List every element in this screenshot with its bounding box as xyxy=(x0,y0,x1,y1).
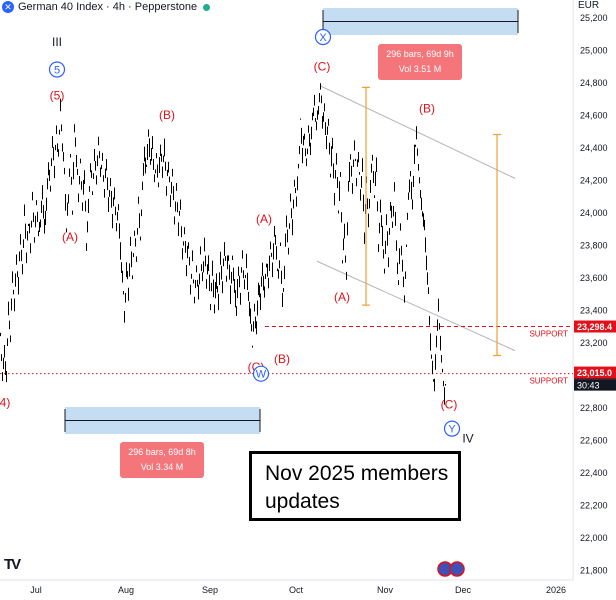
x-icon: ✕ xyxy=(2,1,14,13)
tradingview-logo: TV xyxy=(4,556,21,573)
wave-label: (B) xyxy=(419,102,435,116)
x-tick-label: Sep xyxy=(202,585,218,595)
wave-label: (B) xyxy=(159,108,175,122)
box-line-1: Nov 2025 members xyxy=(265,462,449,485)
chart-title: German 40 Index · 4h · Pepperstone xyxy=(18,1,198,13)
y-tick-label: 24,000 xyxy=(580,208,608,218)
measure-label-bg xyxy=(120,442,204,478)
price-tag-bg xyxy=(574,366,616,379)
y-tick-label: 22,400 xyxy=(580,468,608,478)
wave-label: IV xyxy=(462,431,473,445)
channel-upper xyxy=(319,85,516,179)
wave-label: W xyxy=(256,369,267,381)
y-tick-label: 22,000 xyxy=(580,533,608,543)
status-dot-icon xyxy=(203,3,211,11)
y-tick-label: 23,600 xyxy=(580,273,608,283)
measure-vol: Vol 3.51 M xyxy=(399,64,442,74)
y-tick-label: 25,000 xyxy=(580,46,608,56)
y-tick-label: 24,600 xyxy=(580,111,608,121)
price-tag-label: 23,015.0 xyxy=(577,368,612,378)
wave-label: (5) xyxy=(50,89,65,103)
level-time-bg xyxy=(574,379,616,391)
wave-circle xyxy=(252,365,270,382)
support-label: SUPPORT xyxy=(529,330,568,339)
x-axis: Jul Aug Sep Oct Nov Dec 2026 xyxy=(30,585,566,595)
wave-label: 5 xyxy=(54,65,60,77)
measure-label-bg xyxy=(378,44,462,80)
wave-label: (C) xyxy=(314,59,331,73)
x-tick-label: Jul xyxy=(30,585,42,595)
measure-vol: Vol 3.34 M xyxy=(141,462,184,472)
wave-label: (A) xyxy=(256,212,272,226)
wave-labels: III5(5)(A)(B)(A)(C)(B)WX(C)(A)(B)(C)YIV4… xyxy=(0,28,474,445)
range-bars xyxy=(362,86,501,357)
wave-label: (B) xyxy=(274,352,290,366)
event-icons xyxy=(437,561,465,577)
x-tick-label: Aug xyxy=(118,585,134,595)
y-tick-label: 23,400 xyxy=(580,306,608,316)
y-tick-label: 22,600 xyxy=(580,436,608,446)
event-icon xyxy=(449,561,465,577)
y-tick-label: 23,200 xyxy=(580,338,608,348)
box-line-2: updates xyxy=(265,490,340,513)
channel-lower xyxy=(316,260,516,352)
x-tick-label: 2026 xyxy=(546,585,566,595)
wave-label: (A) xyxy=(62,230,78,244)
y-axis: 21,80022,00022,20022,40022,60022,80023,0… xyxy=(580,13,608,576)
measure-bars: 296 bars, 69d 8h xyxy=(128,447,196,457)
level-price-label: 23,298.4 xyxy=(577,322,612,332)
wave-label: X xyxy=(319,32,327,44)
wave-label: III xyxy=(52,35,62,49)
wave-label: Y xyxy=(448,424,456,436)
y-tick-label: 24,800 xyxy=(580,78,608,88)
x-tick-label: Dec xyxy=(455,585,472,595)
price-tags: 23,015.0 xyxy=(574,366,616,379)
measure-bars: 296 bars, 69d 9h xyxy=(386,49,454,59)
price-channel xyxy=(316,85,516,352)
wave-circle xyxy=(443,420,461,437)
wave-label: (C) xyxy=(441,397,458,411)
wave-circle xyxy=(48,61,66,78)
y-tick-label: 22,200 xyxy=(580,501,608,511)
wave-circle xyxy=(314,28,332,46)
members-update-box: Nov 2025 members updates xyxy=(249,451,461,521)
wave-label: (A) xyxy=(334,290,350,304)
support-label: SUPPORT xyxy=(529,377,568,386)
grid xyxy=(0,0,574,581)
x-tick-label: Oct xyxy=(289,585,304,595)
measure-boxes: 296 bars, 69d 9h Vol 3.51 M 296 bars, 69d … xyxy=(64,8,519,478)
level-price-bg xyxy=(574,320,616,333)
y-tick-label: 21,800 xyxy=(580,566,608,576)
y-tick-label: 24,200 xyxy=(580,176,608,186)
level-time-label: 30:43 xyxy=(577,381,600,391)
chart-header: ✕ German 40 Index · 4h · Pepperstone xyxy=(2,0,211,14)
x-tick-label: Nov xyxy=(377,585,394,595)
price-series xyxy=(0,83,446,405)
y-tick-label: 25,200 xyxy=(580,13,608,23)
currency-label: EUR xyxy=(578,0,600,11)
wave-label: 4) xyxy=(0,396,10,410)
y-tick-label: 24,400 xyxy=(580,143,608,153)
y-tick-label: 22,800 xyxy=(580,403,608,413)
y-tick-label: 23,800 xyxy=(580,241,608,251)
